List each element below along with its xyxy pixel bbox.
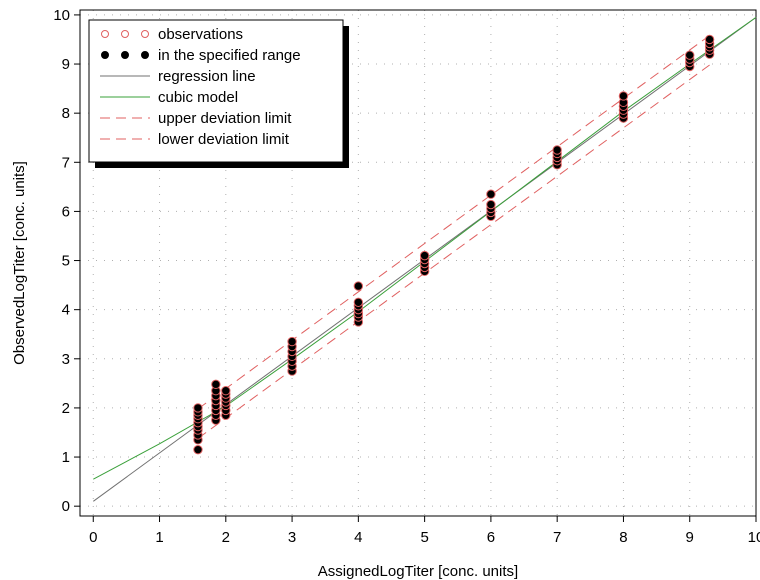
data-point-63 (685, 50, 695, 60)
y-tick-label-10: 10 (53, 7, 70, 24)
y-tick-label-3: 3 (62, 351, 70, 368)
upper-deviation-limit-line (197, 35, 710, 410)
data-point-0 (193, 444, 203, 455)
legend-label-0: observations (158, 26, 243, 43)
data-points (193, 34, 715, 455)
y-tick-label-7: 7 (62, 154, 70, 171)
legend-label-5: lower deviation limit (158, 131, 290, 148)
legend-label-4: upper deviation limit (158, 110, 292, 127)
data-point-48 (486, 189, 496, 199)
data-point-43 (419, 250, 430, 261)
x-tick-label-10: 10 (748, 529, 760, 546)
x-tick-label-0: 0 (89, 529, 97, 546)
y-axis-title: ObservedLogTiter [conc. units] (11, 161, 28, 365)
x-tick-label-7: 7 (553, 529, 561, 546)
x-tick-label-4: 4 (354, 529, 362, 546)
y-tick-label-8: 8 (62, 105, 70, 122)
y-tick-label-6: 6 (62, 203, 70, 220)
y-tick-label-1: 1 (62, 449, 70, 466)
data-point-24 (221, 386, 231, 396)
legend-swatch-1 (101, 51, 149, 59)
legend-label-3: cubic model (158, 89, 238, 106)
legend-label-1: in the specified range (158, 47, 301, 64)
y-tick-label-0: 0 (62, 498, 70, 515)
axis-ticks: 0 1 2 3 4 5 6 7 8 9 10 0 1 2 3 4 5 6 7 8 9 10 (53, 7, 760, 546)
legend-label-2: regression line (158, 68, 256, 85)
data-point-53 (552, 145, 562, 155)
plot-frame (79, 9, 757, 517)
legend: observations in the specified range regres… (88, 19, 349, 168)
data-point-47 (486, 199, 496, 210)
legend-swatch-0 (101, 30, 149, 38)
legend-box (88, 19, 344, 163)
x-tick-label-5: 5 (420, 529, 428, 546)
data-point-9 (193, 403, 203, 413)
x-tick-label-8: 8 (619, 529, 627, 546)
lower-deviation-limit-line (197, 64, 710, 439)
y-tick-label-2: 2 (62, 400, 70, 417)
y-tick-label-4: 4 (62, 302, 70, 319)
x-tick-label-3: 3 (288, 529, 296, 546)
data-point-31 (287, 336, 297, 347)
data-point-59 (618, 91, 629, 101)
data-point-68 (704, 34, 715, 45)
data-point-38 (353, 281, 364, 291)
x-tick-label-6: 6 (487, 529, 495, 546)
y-tick-label-5: 5 (62, 253, 70, 270)
x-tick-label-9: 9 (686, 529, 694, 546)
x-tick-label-1: 1 (155, 529, 163, 546)
data-point-37 (353, 297, 364, 308)
x-tick-label-2: 2 (222, 529, 230, 546)
x-axis-title: AssignedLogTiter [conc. units] (318, 563, 518, 580)
data-point-17 (211, 379, 221, 390)
y-tick-label-9: 9 (62, 56, 70, 73)
